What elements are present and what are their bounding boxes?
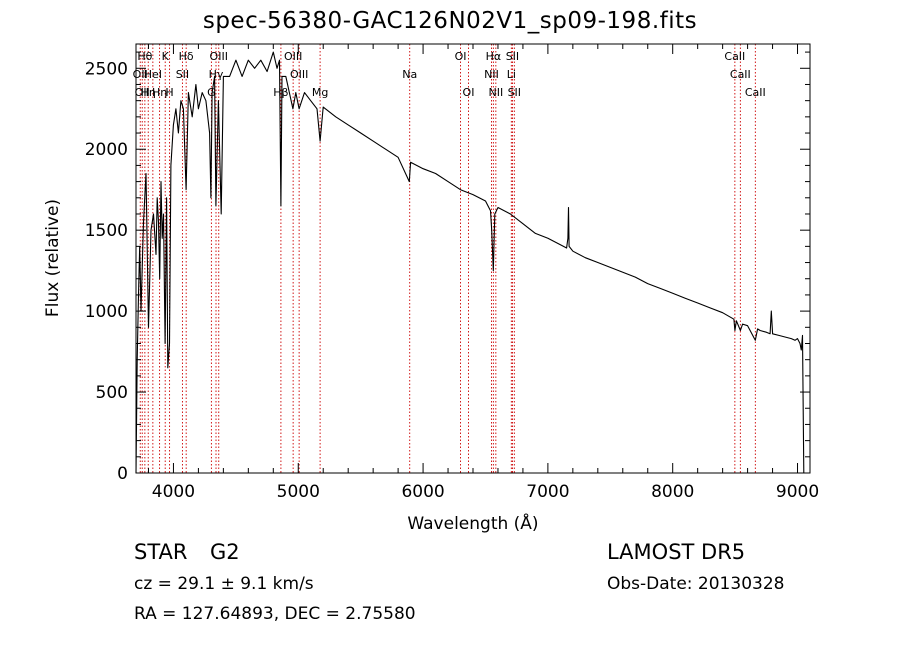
y-axis-label: Flux (relative) <box>43 199 63 317</box>
plot-frame <box>135 43 811 474</box>
line-label-22: NII <box>488 86 503 99</box>
line-label-19: OI <box>463 86 475 99</box>
line-label-17: Na <box>402 68 417 81</box>
object-subclass: G2 <box>210 540 240 564</box>
line-label-25: SII <box>508 86 521 99</box>
y-tick-label-0: 0 <box>117 464 128 484</box>
line-label-18: OI <box>455 50 467 63</box>
x-axis-label: Wavelength (Å) <box>407 512 538 534</box>
x-tick-label-2: 6000 <box>401 482 444 502</box>
line-label-10: G <box>207 86 216 99</box>
line-label-6: K <box>162 50 170 63</box>
line-label-1: OII <box>135 86 150 99</box>
line-label-13: Hβ <box>273 86 288 99</box>
x-tick-label-4: 8000 <box>651 482 694 502</box>
line-label-26: CaII <box>724 50 745 63</box>
line-label-7: H <box>165 86 173 99</box>
line-id-markers <box>139 44 756 473</box>
x-tick-label-1: 5000 <box>277 482 320 502</box>
object-class: STAR <box>134 540 188 564</box>
x-tick-label-0: 4000 <box>152 482 195 502</box>
chart-title: spec-56380-GAC126N02V1_sp09-198.fits <box>202 8 698 34</box>
observation-date: Obs-Date: 20130328 <box>607 574 785 594</box>
line-label-27: CaII <box>730 68 751 81</box>
line-label-2: Hθ <box>137 50 152 63</box>
line-label-21: Hα <box>486 50 502 63</box>
line-label-12: OIII <box>210 50 228 63</box>
line-id-labels: OIIOIIHθHηHeIHηKHSIIHδGHγOIIIHβOIIIOIIIM… <box>133 50 766 99</box>
line-label-3: Hη <box>141 86 156 99</box>
line-label-9: Hδ <box>179 50 194 63</box>
line-label-24: SII <box>506 50 519 63</box>
line-label-20: NII <box>484 68 499 81</box>
y-tick-label-2: 1000 <box>85 302 128 322</box>
line-label-15: OIII <box>290 68 308 81</box>
line-label-8: SII <box>176 68 189 81</box>
y-tick-label-3: 1500 <box>85 221 128 241</box>
x-tick-label-5: 9000 <box>776 482 819 502</box>
spectrum-line <box>135 51 805 474</box>
line-label-14: OIII <box>284 50 302 63</box>
line-label-16: Mg <box>312 86 328 99</box>
coordinates: RA = 127.64893, DEC = 2.75580 <box>134 604 416 624</box>
survey-name: LAMOST DR5 <box>607 540 746 564</box>
y-tick-label-5: 2500 <box>85 59 128 79</box>
line-label-28: CaII <box>745 86 766 99</box>
line-label-5: Hη <box>152 86 167 99</box>
x-tick-label-3: 7000 <box>526 482 569 502</box>
line-label-4: HeI <box>144 68 162 81</box>
y-tick-label-4: 2000 <box>85 140 128 160</box>
line-label-23: Li <box>507 68 516 81</box>
y-tick-label-1: 500 <box>96 383 128 403</box>
line-label-11: Hγ <box>209 68 224 81</box>
axes: 4000 5000 6000 7000 8000 9000 0 500 1000 1500 2000… <box>85 44 819 502</box>
redshift-cz: cz = 29.1 ± 9.1 km/s <box>134 574 314 594</box>
